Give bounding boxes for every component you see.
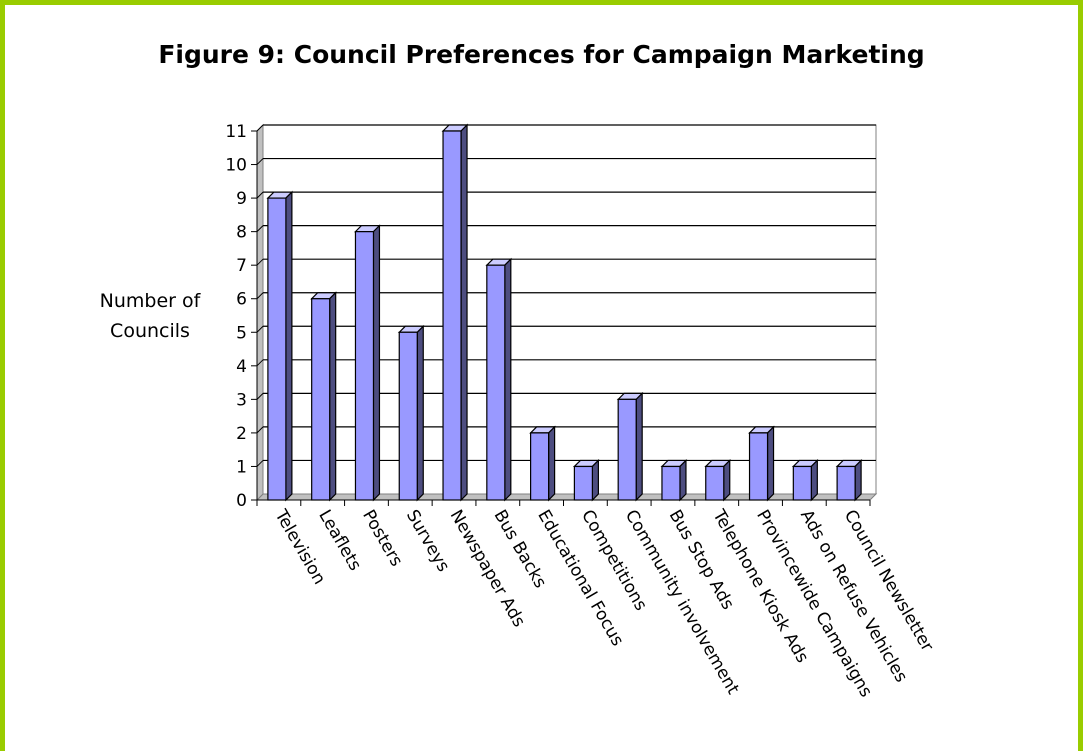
y-tick-label: 11 <box>225 122 247 142</box>
bar <box>398 331 418 501</box>
bar <box>617 398 637 501</box>
bar <box>573 465 593 501</box>
bar-side <box>635 391 643 502</box>
bar <box>311 298 331 501</box>
gridline-depth <box>256 460 264 467</box>
y-axis-label: Number of Councils <box>99 290 201 342</box>
gridline-depth <box>256 124 264 132</box>
y-tick-label: 4 <box>236 357 247 377</box>
bar-side <box>854 459 862 502</box>
gridline-depth <box>256 359 264 367</box>
bar-side <box>329 291 337 502</box>
bar <box>267 197 287 501</box>
bar-side <box>416 324 424 502</box>
y-tick-label: 10 <box>225 156 247 176</box>
gridline-depth <box>256 258 264 266</box>
bar <box>836 465 856 501</box>
x-tick-label: Surveys <box>402 507 453 576</box>
bar-side <box>372 224 381 502</box>
y-tick-label: 1 <box>236 457 247 477</box>
y-tick-label: 0 <box>236 491 247 511</box>
gridline-depth <box>256 393 264 400</box>
x-tick-label: Posters <box>358 507 406 571</box>
bar-side <box>285 190 293 502</box>
bar-side <box>679 459 687 502</box>
gridline-depth <box>256 325 264 333</box>
bar-side <box>548 425 556 502</box>
y-tick-label: 9 <box>236 189 247 209</box>
plot-side-wall <box>256 123 264 502</box>
bar <box>442 130 462 501</box>
y-tick-label: 8 <box>236 223 247 243</box>
y-tick-label: 6 <box>236 290 247 310</box>
bar <box>792 465 812 501</box>
gridline-depth <box>256 426 264 434</box>
bar-side <box>766 425 775 502</box>
bar <box>530 432 550 501</box>
bar <box>748 432 769 501</box>
bar-side <box>810 459 818 502</box>
plot-floor <box>255 493 878 501</box>
bar-side <box>723 459 731 502</box>
chart-title: Figure 9: Council Preferences for Campai… <box>158 40 925 69</box>
bar <box>661 465 681 501</box>
bar <box>705 465 725 501</box>
y-tick-label: 5 <box>236 323 247 343</box>
bar-side <box>504 257 512 502</box>
gridline-depth <box>256 191 264 199</box>
bar <box>486 264 506 501</box>
bar-side <box>460 123 468 502</box>
y-tick-label: 2 <box>236 424 247 444</box>
y-tick-label: 7 <box>236 256 247 276</box>
bar-side <box>591 459 599 502</box>
gridline-depth <box>256 225 264 232</box>
gridline-depth <box>256 292 264 300</box>
gridline-depth <box>256 158 264 165</box>
y-tick-label: 3 <box>236 390 247 410</box>
bar <box>354 231 375 501</box>
